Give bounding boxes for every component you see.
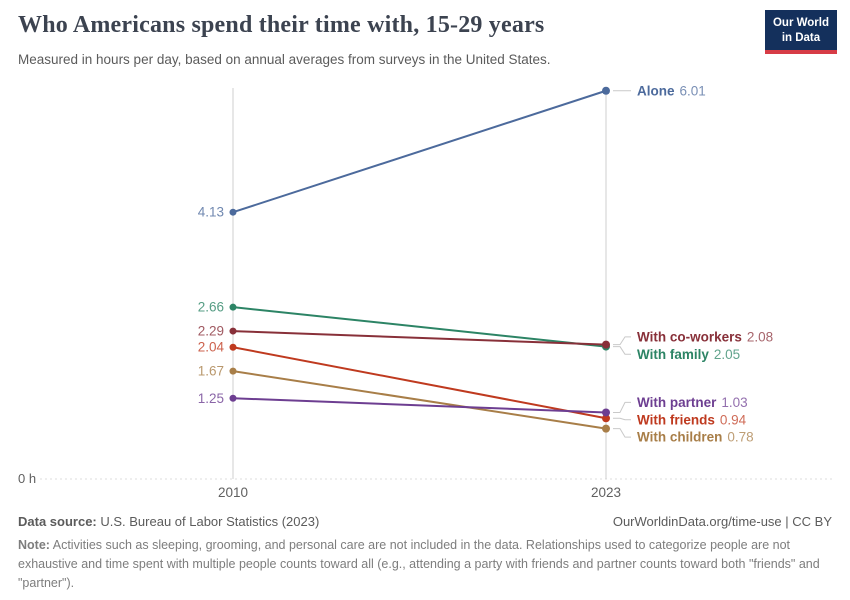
start-value-with-friends: 2.04 xyxy=(198,340,225,355)
series-label-with-friends[interactable]: With friends 0.94 xyxy=(637,412,747,427)
owid-logo-line1: Our World xyxy=(772,17,829,29)
point-with-partner-2010[interactable] xyxy=(229,394,237,402)
point-with-friends-2010[interactable] xyxy=(229,343,237,351)
series-line-with-friends[interactable] xyxy=(232,346,607,420)
series-label-with-co-workers[interactable]: With co-workers 2.08 xyxy=(637,329,773,344)
series-line-with-co-workers[interactable] xyxy=(232,330,607,346)
point-alone-2023[interactable] xyxy=(602,86,610,95)
series-line-alone[interactable] xyxy=(232,89,607,214)
point-with-family-2010[interactable] xyxy=(229,303,237,311)
label-connector-with-family xyxy=(613,346,631,355)
page-title: Who Americans spend their time with, 15-… xyxy=(18,12,545,38)
series-label-alone[interactable]: Alone 6.01 xyxy=(637,83,706,98)
x-tick-label-2023[interactable]: 2023 xyxy=(591,485,621,500)
point-with-children-2023[interactable] xyxy=(602,424,610,433)
chart-note: Note: Activities such as sleeping, groom… xyxy=(18,536,832,592)
series-label-with-partner[interactable]: With partner 1.03 xyxy=(637,395,748,410)
series-line-with-children[interactable] xyxy=(232,370,607,430)
series-line-with-family[interactable] xyxy=(232,306,607,348)
label-connector-with-friends xyxy=(613,417,631,421)
slope-chart: 0 h 2010 2023 4.13 Alone 6.01 2.66 With family 2… xyxy=(18,83,832,500)
start-value-with-co-workers: 2.29 xyxy=(198,324,224,339)
start-value-alone: 4.13 xyxy=(198,205,224,220)
series-label-with-children[interactable]: With children 0.78 xyxy=(637,430,754,445)
series-line-with-partner[interactable] xyxy=(232,397,607,414)
start-value-with-family: 2.66 xyxy=(198,300,224,315)
source-row: Data source: U.S. Bureau of Labor Statis… xyxy=(18,514,832,529)
attribution-link[interactable]: OurWorldinData.org/time-use | CC BY xyxy=(612,514,832,529)
series-label-with-family[interactable]: With family 2.05 xyxy=(637,347,740,362)
label-connector-with-co-workers xyxy=(613,336,631,346)
data-source-label: Data source: xyxy=(18,514,97,529)
x-tick-label-2010[interactable]: 2010 xyxy=(218,485,248,500)
point-with-co-workers-2010[interactable] xyxy=(229,327,237,335)
data-source: Data source: U.S. Bureau of Labor Statis… xyxy=(18,514,319,529)
label-connector-with-partner xyxy=(613,401,631,413)
note-text: Activities such as sleeping, grooming, a… xyxy=(18,538,820,590)
point-with-partner-2023[interactable] xyxy=(602,408,610,417)
owid-logo-line2: in Data xyxy=(781,31,821,44)
start-value-with-children: 1.67 xyxy=(198,364,224,379)
chart-subtitle: Measured in hours per day, based on annu… xyxy=(18,52,551,67)
point-with-children-2010[interactable] xyxy=(229,367,237,375)
note-label: Note: xyxy=(18,538,50,552)
label-connector-with-children xyxy=(613,428,631,438)
point-alone-2010[interactable] xyxy=(229,208,237,216)
data-source-text: U.S. Bureau of Labor Statistics (2023) xyxy=(96,514,320,529)
y-axis-zero-label: 0 h xyxy=(18,471,36,486)
point-with-friends-2023[interactable] xyxy=(602,414,610,423)
chart-footer: Data source: U.S. Bureau of Labor Statis… xyxy=(18,514,832,592)
point-with-co-workers-2023[interactable] xyxy=(602,340,610,349)
start-value-with-partner: 1.25 xyxy=(198,391,224,406)
owid-logo[interactable]: Our World in Data xyxy=(764,10,837,54)
